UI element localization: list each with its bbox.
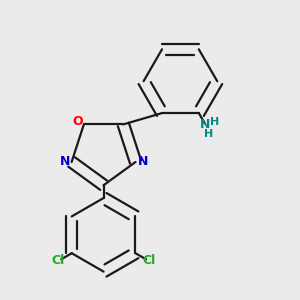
Text: N: N — [59, 155, 70, 168]
Text: H: H — [204, 129, 213, 139]
Text: O: O — [73, 116, 83, 128]
Text: N: N — [137, 155, 148, 168]
Text: N: N — [200, 118, 211, 131]
Text: Cl: Cl — [142, 254, 155, 267]
Text: Cl: Cl — [52, 254, 65, 267]
Text: H: H — [210, 116, 219, 127]
